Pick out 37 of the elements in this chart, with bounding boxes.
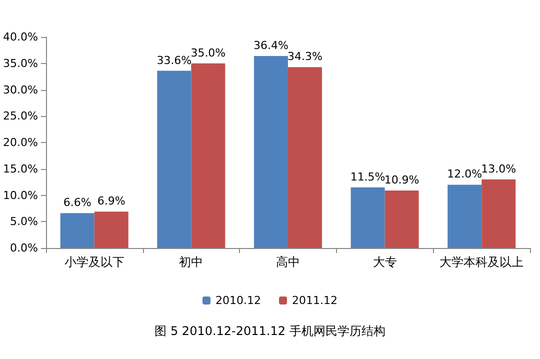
bar xyxy=(448,184,482,248)
x-tick-label: 大学本科及以上 xyxy=(440,255,524,269)
x-tick-label: 小学及以下 xyxy=(64,255,124,269)
y-tick-label: 20.0% xyxy=(2,136,38,149)
data-label: 35.0% xyxy=(190,46,226,60)
data-label: 36.4% xyxy=(253,38,288,52)
data-label: 12.0% xyxy=(447,168,482,181)
y-tick-label: 25.0% xyxy=(2,110,38,123)
bar xyxy=(157,70,192,248)
x-tick-label: 初中 xyxy=(179,255,204,269)
x-tick-label: 大专 xyxy=(372,255,397,269)
data-label: 33.6% xyxy=(156,54,192,67)
y-tick-label: 10.0% xyxy=(2,188,38,202)
data-label: 6.9% xyxy=(97,194,126,208)
data-label: 34.3% xyxy=(287,50,322,64)
bar xyxy=(288,67,322,248)
bar xyxy=(384,190,419,248)
legend-label: 2011.12 xyxy=(292,294,338,307)
bar xyxy=(191,63,226,248)
bar xyxy=(60,213,94,248)
y-tick-label: 5.0% xyxy=(10,215,38,228)
bar xyxy=(254,56,288,248)
y-tick-label: 40.0% xyxy=(2,30,38,44)
data-label: 11.5% xyxy=(350,170,386,184)
text: 图 5 2010.12-2011.12 手机网民学历结构 xyxy=(154,324,386,338)
y-tick-label: 0.0% xyxy=(10,242,38,254)
data-label: 6.6% xyxy=(63,196,92,210)
bar xyxy=(350,187,385,248)
y-tick-label: 35.0% xyxy=(2,56,38,70)
data-label: 13.0% xyxy=(481,162,516,176)
bar xyxy=(482,179,516,248)
bar xyxy=(94,212,128,248)
data-label: 10.9% xyxy=(384,174,420,187)
y-tick-label: 15.0% xyxy=(2,162,38,176)
legend-label: 2010.12 xyxy=(216,294,262,307)
y-tick-label: 30.0% xyxy=(2,83,38,96)
x-tick-label: 高中 xyxy=(276,255,300,269)
